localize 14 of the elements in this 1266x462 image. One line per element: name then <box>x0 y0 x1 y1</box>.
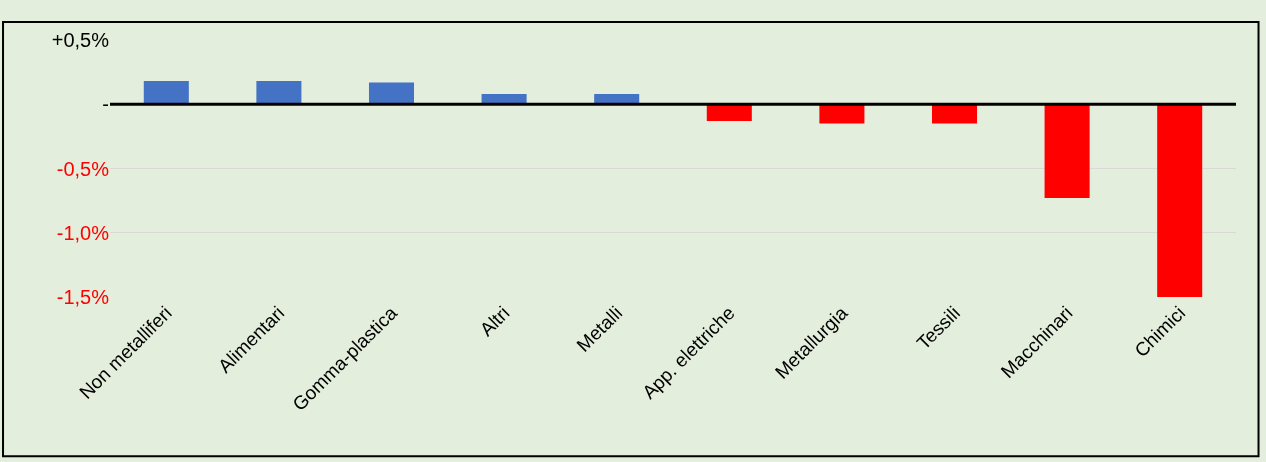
y-tick-label: -0,5% <box>56 157 110 180</box>
bar <box>1044 104 1090 199</box>
bar <box>931 104 978 124</box>
bar <box>1157 104 1203 297</box>
y-tick-label: -1,5% <box>56 286 110 308</box>
bar <box>256 81 302 105</box>
bar <box>706 104 752 121</box>
y-tick-label: -1,0% <box>56 221 110 244</box>
bar <box>368 82 415 105</box>
bar <box>819 104 865 124</box>
bar <box>143 81 189 105</box>
y-tick-label: - <box>102 93 109 116</box>
y-tick-label: +0,5% <box>51 29 110 51</box>
x-tick-label: Altri <box>475 302 514 341</box>
